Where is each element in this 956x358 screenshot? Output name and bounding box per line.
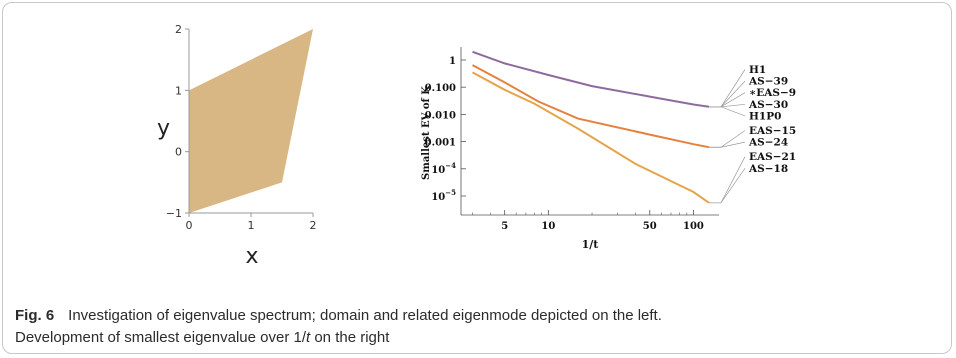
y-tick-label: 1 <box>175 84 182 97</box>
label-leader <box>709 156 746 204</box>
y-tick-label: −1 <box>166 207 182 220</box>
caption-line-1: Fig. 6 Investigation of eigenvalue spectr… <box>15 305 935 327</box>
x-axis-label: 1/t <box>582 238 600 251</box>
y-tick-label: 1 <box>449 56 456 67</box>
x-tick-label: 50 <box>643 221 657 232</box>
series-label: EAS−21 <box>749 151 796 163</box>
caption-text-1: Investigation of eigenvalue spectrum; do… <box>68 307 662 324</box>
y-ticks: 1 0.100 0.010 0.001 10−4 10−5 <box>425 56 466 203</box>
series-lines <box>472 50 710 204</box>
series-label: AS−24 <box>748 137 788 149</box>
y-tick-label: 10−4 <box>431 161 456 176</box>
caption-text-2a: Development of smallest eigenvalue over … <box>15 329 306 346</box>
figure-caption: Fig. 6 Investigation of eigenvalue spectr… <box>15 305 935 349</box>
series-label: AS−30 <box>748 99 788 111</box>
x-ticks: 5 10 50 100 <box>472 210 704 232</box>
x-tick-label: 5 <box>501 221 508 232</box>
x-tick-label: 2 <box>310 219 317 232</box>
caption-text-2b: on the right <box>310 329 390 346</box>
domain-chart: 0 1 2 −1 0 1 2 x y <box>157 23 317 269</box>
series-label: AS−39 <box>748 76 788 88</box>
y-tick-label: 0.010 <box>425 110 456 121</box>
x-tick-label: 1 <box>248 219 255 232</box>
domain-polygon <box>189 29 313 213</box>
x-tick-label: 10 <box>541 221 555 232</box>
y-tick-label: 0.001 <box>425 138 456 149</box>
series-label: EAS−15 <box>749 125 796 137</box>
y-tick-label: 0 <box>175 146 182 159</box>
series-line-0 <box>472 50 710 108</box>
caption-line-2: Development of smallest eigenvalue over … <box>15 327 935 349</box>
label-leader <box>709 168 746 204</box>
y-ticks: −1 0 1 2 <box>166 23 189 220</box>
x-axis-label: x <box>245 244 258 269</box>
series-line-2 <box>472 71 710 204</box>
series-line-1 <box>472 64 710 149</box>
label-leader <box>709 130 746 148</box>
y-tick-label: 0.100 <box>425 83 456 94</box>
y-axis-label: y <box>157 116 170 141</box>
x-tick-label: 100 <box>683 221 704 232</box>
x-ticks: 0 1 2 <box>186 213 317 232</box>
caption-text-2t: t <box>306 329 311 346</box>
series-label: H1P0 <box>749 110 781 122</box>
y-tick-label: 10−5 <box>431 188 456 203</box>
label-leader <box>709 103 746 108</box>
series-label: H1 <box>749 64 766 76</box>
y-tick-label: 2 <box>175 23 182 36</box>
caption-label: Fig. 6 <box>15 307 55 324</box>
label-leader <box>709 69 746 108</box>
label-leader <box>709 141 746 148</box>
series-label: AS−18 <box>748 163 788 175</box>
label-leader <box>709 106 746 117</box>
series-label: ∗EAS−9 <box>749 87 796 99</box>
y-axis-label: Smallest EV of K <box>421 86 432 180</box>
x-tick-label: 0 <box>186 219 193 232</box>
